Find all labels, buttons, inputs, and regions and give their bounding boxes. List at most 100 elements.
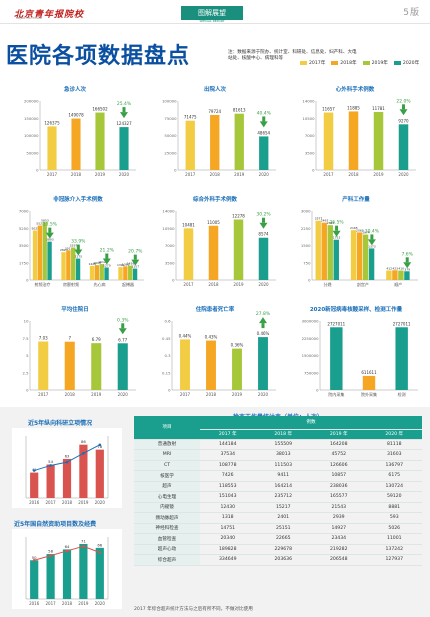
bar: [234, 113, 244, 170]
bar: [91, 343, 102, 390]
data-label: 1459: [127, 262, 135, 266]
data-label: 1157: [131, 265, 139, 269]
x-tick-label: 2018: [62, 500, 73, 505]
y-tick-label: 7000: [19, 209, 29, 214]
bar: [232, 348, 242, 390]
data-label: 71: [81, 538, 86, 543]
bar: [398, 270, 404, 280]
arrow-down-icon: [259, 121, 268, 128]
y-tick-label: 750: [303, 260, 311, 265]
y-tick-label: 50000: [26, 150, 39, 155]
y-tick-label: 50000: [164, 133, 177, 138]
arrow-down-icon: [131, 259, 140, 266]
table-cell: 31603: [366, 449, 422, 461]
data-label: 2384: [327, 221, 335, 225]
chart-title: 综合外科手术例数: [192, 197, 237, 203]
table-cell: 219282: [311, 544, 367, 555]
bar: [64, 341, 75, 390]
x-tick-label: 2020: [258, 392, 269, 397]
table-cell: 14927: [311, 523, 367, 534]
y-tick-label: 0: [26, 388, 29, 393]
line-point: [49, 554, 52, 557]
x-tick-label: 2020: [259, 172, 270, 177]
table-cell: 229678: [255, 544, 311, 555]
change-label: 40.4%: [257, 110, 272, 116]
bar: [233, 219, 244, 280]
bar: [362, 375, 376, 390]
chart-title: 2020新冠病毒核酸采样、检测工作量: [309, 307, 403, 313]
arrow-down-icon: [102, 258, 111, 265]
line-point: [32, 558, 36, 562]
x-tick-label: 2017: [183, 282, 194, 287]
bar: [180, 339, 190, 390]
y-tick-label: 3500: [165, 260, 175, 265]
y-tick-label: 14000: [162, 209, 175, 214]
x-tick-label: 院外采集: [361, 391, 377, 397]
arrow-stem: [261, 323, 265, 329]
arrow-down-icon: [118, 328, 127, 335]
arrow-up-icon: [259, 317, 267, 324]
y-tick-label: 3500: [19, 243, 29, 248]
data-label: 412: [386, 267, 392, 271]
data-label: 1389: [122, 262, 130, 266]
y-tick-label: 75000: [164, 116, 177, 121]
y-tick-label: 2250000: [302, 336, 319, 341]
y-tick-label: 2250: [301, 226, 311, 231]
bar: [132, 268, 138, 280]
table-cell: 2401: [255, 512, 311, 524]
data-label: 1508: [93, 261, 101, 265]
y-tick-label: 0.15: [162, 370, 171, 375]
data-label: 2492: [321, 219, 329, 223]
bar: [333, 239, 339, 280]
x-tick-label: 2018: [210, 172, 221, 177]
line-point: [82, 452, 85, 455]
data-label: 81613: [233, 108, 246, 113]
chart-covid-testing: 2020新冠病毒核酸采样、检测工作量 0 750000 1500000 2250000…: [290, 305, 422, 400]
x-tick-label: 2017: [46, 601, 57, 606]
bar: [395, 327, 408, 390]
chart-title: 急诊人次: [63, 87, 86, 93]
table-row: 超声 118553 164214 238036 130724: [134, 481, 422, 492]
bar: [118, 267, 123, 280]
chart-mortality: 住院患者死亡率 0 0.15 0.3 0.45 0.6 0.44% 2017 0.43% 201…: [150, 305, 280, 400]
data-label: 410: [398, 267, 404, 271]
data-label: 2175: [74, 255, 82, 259]
x-tick-label: 2018: [208, 282, 219, 287]
bar: [373, 111, 384, 170]
bar: [404, 271, 410, 280]
table-cell: 9411: [255, 470, 311, 482]
change-label: 26.5%: [329, 220, 344, 226]
arrow-down-icon: [403, 262, 412, 269]
y-tick-label: 100000: [24, 133, 39, 138]
chart-title: 产科工作量: [342, 197, 370, 203]
table-row-label: 神经科检查: [134, 523, 200, 534]
table-row-label: 核医学: [134, 470, 200, 482]
data-label: 2165: [350, 226, 358, 230]
x-tick-label: 2017: [185, 172, 196, 177]
table-cell: 20340: [200, 533, 256, 545]
table-cell: 136797: [366, 460, 422, 471]
table-row-label: 超声: [134, 481, 200, 492]
chart-title: 非冠脉介入手术例数: [53, 197, 103, 203]
arrow-stem: [370, 234, 374, 240]
bar: [185, 120, 195, 170]
y-tick-label: 5: [26, 353, 29, 358]
bar: [392, 270, 398, 280]
x-tick-label: 分娩: [324, 281, 332, 287]
line-point: [65, 549, 69, 553]
table-cell: 238036: [311, 481, 367, 492]
table-header-year: 2018 年: [255, 428, 311, 440]
y-tick-label: 7000: [305, 133, 315, 138]
bar: [330, 327, 343, 390]
chart-discharges: 出院人次 0 25000 50000 75000 100000 71475 2017 7972…: [150, 85, 280, 180]
table-cell: 144184: [200, 439, 256, 450]
legend-item-2019: 2019年: [362, 60, 388, 66]
bar: [89, 265, 95, 280]
chart-mortality-svg: 0 0.15 0.3 0.45 0.6 0.44% 2017 0.43% 2018 0.36% 20…: [162, 311, 276, 397]
x-tick-label: 2019: [373, 172, 384, 177]
data-label: 5025: [31, 226, 39, 230]
bar: [95, 547, 104, 599]
y-tick-label: 0: [312, 168, 315, 173]
x-tick-label: 2019: [232, 392, 243, 397]
data-label: 7.03: [39, 335, 48, 340]
